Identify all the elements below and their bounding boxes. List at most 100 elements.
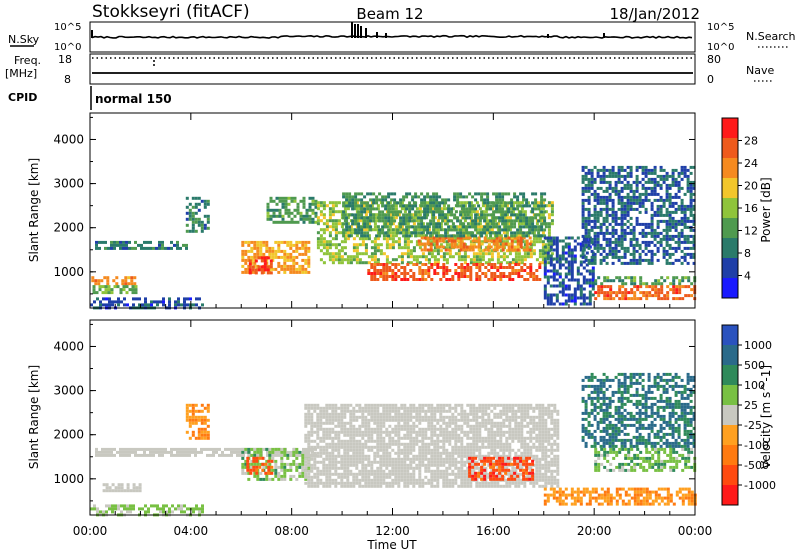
data-cell: [376, 481, 380, 485]
data-cell: [391, 222, 395, 226]
data-cell: [98, 453, 101, 457]
data-cell: [490, 252, 494, 256]
data-cell: [244, 270, 248, 274]
data-cell: [391, 269, 395, 272]
data-cell: [587, 219, 591, 223]
data-cell: [445, 240, 449, 244]
data-cell: [606, 285, 610, 289]
data-cell: [287, 202, 291, 206]
nsky-trace: [91, 34, 693, 39]
data-cell: [599, 195, 603, 199]
data-cell: [662, 204, 666, 208]
data-cell: [599, 222, 603, 226]
data-cell: [629, 252, 633, 256]
data-cell: [267, 465, 271, 469]
data-cell: [191, 418, 195, 422]
data-cell: [334, 255, 338, 259]
data-cell: [570, 269, 574, 273]
data-cell: [617, 180, 621, 184]
data-cell: [441, 236, 445, 240]
data-cell: [508, 272, 512, 275]
data-cell: [352, 412, 356, 416]
data-cell: [544, 225, 548, 229]
data-cell: [680, 219, 684, 223]
data-cell: [255, 471, 259, 475]
data-cell: [334, 472, 338, 476]
data-cell: [188, 447, 191, 451]
data-cell: [106, 282, 110, 286]
data-cell: [95, 243, 98, 247]
data-cell: [316, 424, 320, 428]
data-cell: [394, 216, 398, 220]
data-cell: [564, 242, 568, 246]
data-cell: [343, 457, 347, 461]
data-cell: [352, 249, 356, 253]
data-cell: [576, 296, 580, 300]
data-cell: [608, 183, 612, 187]
data-cell: [150, 303, 153, 307]
data-cell: [498, 216, 502, 220]
data-cell: [319, 472, 323, 476]
data-cell: [143, 246, 146, 250]
data-cell: [596, 237, 600, 241]
data-cell: [278, 199, 282, 203]
data-cell: [641, 228, 645, 232]
data-cell: [453, 192, 457, 196]
data-cell: [206, 199, 210, 203]
data-cell: [354, 219, 358, 223]
data-cell: [322, 252, 326, 256]
data-cell: [519, 236, 523, 240]
data-cell: [310, 457, 314, 461]
data-cell: [496, 275, 500, 278]
data-cell: [498, 236, 502, 240]
data-cell: [523, 255, 527, 259]
data-cell: [689, 240, 693, 244]
data-cell: [382, 475, 386, 479]
data-cell: [299, 211, 303, 215]
data-cell: [490, 275, 494, 278]
data-cell: [418, 228, 422, 232]
data-cell: [636, 297, 640, 301]
data-cell: [346, 463, 350, 467]
data-cell: [253, 246, 257, 250]
data-cell: [267, 471, 271, 475]
data-cell: [423, 216, 427, 220]
data-cell: [138, 483, 142, 487]
data-cell: [367, 237, 371, 241]
data-cell: [304, 240, 308, 244]
data-cell: [107, 450, 110, 454]
data-cell: [561, 302, 565, 306]
data-cell: [352, 439, 356, 443]
data-cell: [307, 457, 311, 461]
data-cell: [325, 240, 329, 244]
data-cell: [414, 192, 418, 196]
data-cell: [400, 255, 404, 259]
data-cell: [274, 240, 278, 244]
data-cell: [403, 246, 407, 250]
data-cell: [170, 450, 173, 454]
data-cell: [360, 204, 364, 208]
data-cell: [110, 450, 113, 454]
data-cell: [456, 198, 460, 202]
data-cell: [495, 201, 499, 205]
data-cell: [138, 297, 141, 301]
data-cell: [369, 198, 373, 202]
data-cell: [111, 489, 115, 493]
data-cell: [642, 294, 646, 298]
data-cell: [331, 463, 335, 467]
data-cell: [284, 208, 288, 212]
data-cell: [379, 439, 383, 443]
data-cell: [680, 261, 684, 265]
data-cell: [114, 486, 118, 490]
data-cell: [385, 255, 389, 259]
data-cell: [547, 261, 551, 265]
data-cell: [337, 436, 341, 440]
data-cell: [499, 201, 503, 205]
data-cell: [307, 451, 311, 455]
data-cell: [662, 177, 666, 181]
data-cell: [370, 472, 374, 476]
data-cell: [465, 195, 469, 199]
data-cell: [546, 236, 550, 240]
data-cell: [299, 199, 303, 203]
data-cell: [292, 450, 296, 454]
